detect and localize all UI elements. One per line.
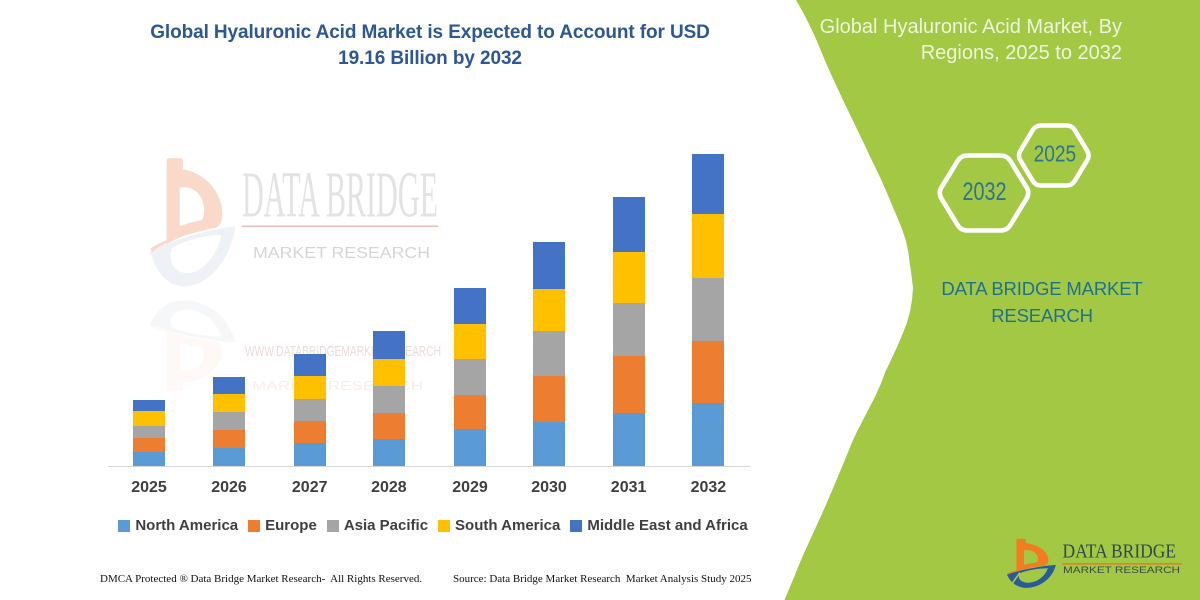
svg-text:2032: 2032 xyxy=(963,178,1007,206)
svg-text:MARKET RESEARCH: MARKET RESEARCH xyxy=(253,245,430,262)
svg-text:DATA BRIDGE: DATA BRIDGE xyxy=(1063,542,1177,563)
svg-text:2025: 2025 xyxy=(1034,141,1077,167)
svg-text:WWW.DATABRIDGEMARKETRESEARCH: WWW.DATABRIDGEMARKETRESEARCH xyxy=(245,343,441,360)
svg-text:DATA BRIDGE: DATA BRIDGE xyxy=(242,159,438,232)
svg-text:MARKET RESEARCH: MARKET RESEARCH xyxy=(1063,565,1180,576)
